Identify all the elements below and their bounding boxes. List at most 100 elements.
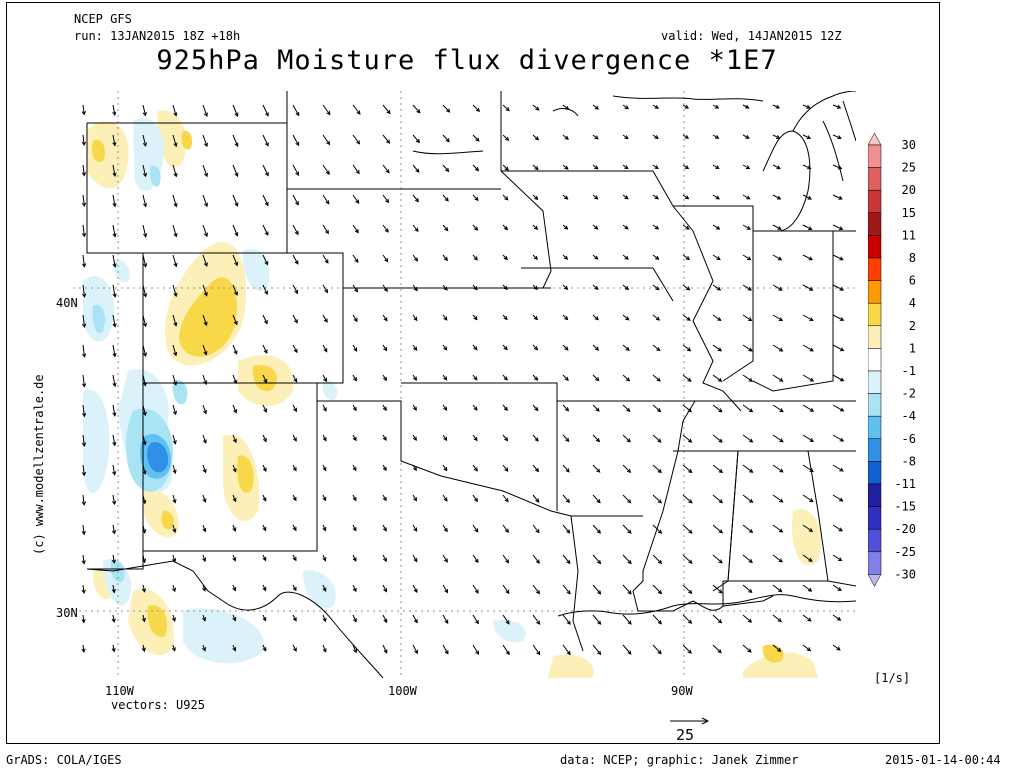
wind-arrow (772, 434, 784, 443)
wind-arrow (832, 254, 844, 261)
wind-arrow (202, 554, 206, 562)
colorbar-tick-label: -1 (902, 364, 916, 378)
wind-arrowhead (474, 589, 479, 594)
footer-left: GrADS: COLA/IGES (6, 753, 122, 767)
wind-arrow (352, 644, 357, 653)
wind-arrow (562, 464, 570, 473)
wind-arrowhead (264, 290, 268, 296)
wind-arrow (622, 584, 632, 595)
wind-arrowhead (382, 527, 387, 532)
wind-arrowhead (594, 316, 599, 321)
wind-arrow (622, 374, 630, 382)
wind-arrow (772, 644, 781, 652)
wind-arrow (262, 254, 269, 265)
wind-arrowhead (414, 198, 419, 203)
wind-arrowhead (263, 378, 268, 384)
wind-arrow (592, 374, 600, 381)
wind-arrowhead (716, 286, 722, 291)
wind-arrowhead (564, 346, 569, 351)
wind-arrowhead (594, 255, 599, 260)
wind-arrow (292, 104, 300, 116)
wind-arrow (532, 584, 540, 594)
wind-arrow (622, 554, 632, 564)
wind-arrow (172, 344, 177, 356)
wind-arrowhead (322, 587, 327, 592)
wind-arrowhead (745, 165, 751, 169)
wind-arrow (232, 434, 237, 443)
wind-arrowhead (778, 558, 783, 563)
wind-arrow (742, 194, 750, 200)
wind-arrow (82, 524, 85, 535)
wind-arrow (592, 404, 600, 412)
wind-arrow (802, 464, 814, 472)
wind-arrow (562, 434, 570, 442)
wind-arrowhead (687, 649, 692, 654)
wind-arrow (652, 524, 662, 534)
wind-arrowhead (809, 407, 815, 412)
wind-arrowhead (382, 496, 387, 502)
wind-arrow (172, 194, 177, 207)
wind-arrowhead (745, 104, 750, 109)
wind-arrowhead (142, 142, 147, 147)
wind-arrowhead (776, 195, 782, 200)
wind-arrow (472, 524, 479, 533)
wind-arrowhead (779, 377, 784, 382)
wind-arrowhead (505, 620, 510, 625)
wind-arrowhead (718, 559, 723, 564)
wind-arrowhead (326, 140, 331, 146)
wind-arrowhead (686, 347, 692, 352)
wind-arrow (112, 284, 116, 297)
wind-arrowhead (473, 406, 478, 411)
wind-arrow (262, 404, 267, 413)
wind-arrowhead (202, 587, 207, 592)
wind-arrowhead (355, 199, 360, 204)
wind-arrowhead (142, 499, 147, 505)
plot-frame (6, 2, 940, 744)
wind-arrowhead (415, 138, 420, 144)
wind-arrow (262, 344, 268, 354)
wind-arrowhead (654, 195, 659, 200)
wind-arrowhead (566, 650, 571, 656)
colorbar-swatch (868, 167, 882, 191)
wind-arrowhead (626, 407, 631, 413)
wind-arrow (82, 614, 85, 623)
wind-arrowhead (414, 257, 419, 262)
wind-arrow (502, 104, 510, 111)
run-time: run: 13JAN2015 18Z +18h (74, 29, 241, 43)
wind-arrow (112, 224, 116, 237)
wind-arrow (352, 314, 358, 322)
wind-arrow (712, 584, 723, 594)
wind-arrowhead (264, 172, 269, 177)
colorbar-swatch (868, 370, 882, 394)
wind-arrowhead (81, 648, 86, 654)
wind-arrow (412, 494, 417, 501)
wind-arrow (832, 644, 841, 651)
wind-arrowhead (202, 557, 207, 563)
wind-arrowhead (503, 346, 508, 351)
wind-arrow (652, 314, 660, 321)
wind-arrowhead (747, 317, 753, 322)
wind-arrow (742, 284, 752, 291)
wind-arrowhead (81, 111, 86, 116)
wind-arrowhead (413, 346, 418, 351)
wind-arrowhead (292, 586, 297, 592)
wind-arrowhead (473, 376, 478, 381)
wind-arrowhead (503, 406, 508, 412)
wind-arrowhead (717, 317, 722, 322)
wind-arrowhead (234, 172, 239, 178)
wind-arrowhead (325, 229, 329, 235)
wind-arrowhead (686, 286, 691, 291)
wind-arrow (592, 494, 601, 503)
wind-arrowhead (503, 285, 508, 291)
wind-arrowhead (81, 172, 87, 177)
wind-arrow (172, 224, 177, 237)
wind-arrowhead (836, 104, 842, 109)
wind-arrowhead (444, 588, 449, 594)
wind-arrow (682, 524, 693, 534)
wind-arrow (142, 374, 146, 386)
wind-arrow (202, 164, 208, 177)
wind-arrow (262, 644, 267, 652)
wind-arrowhead (594, 195, 599, 200)
wind-arrowhead (443, 346, 448, 351)
wind-arrow (682, 554, 693, 564)
